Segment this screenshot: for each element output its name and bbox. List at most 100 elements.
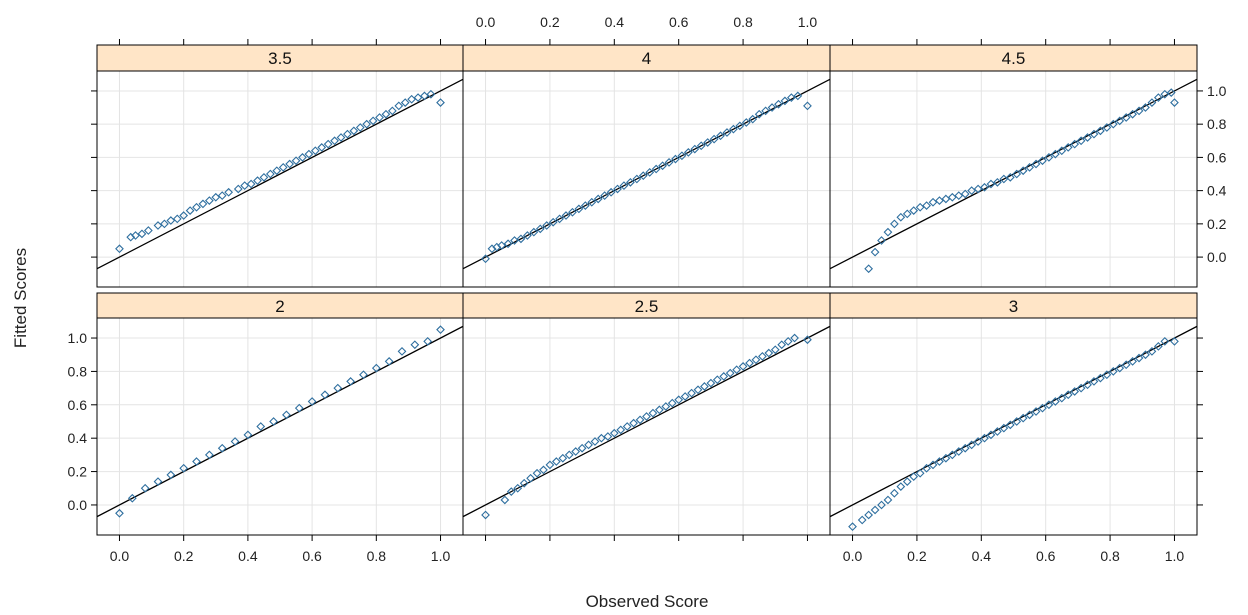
data-point <box>510 236 519 245</box>
data-point <box>928 197 938 207</box>
data-point <box>967 186 977 196</box>
data-point <box>928 460 938 470</box>
data-point <box>204 196 214 205</box>
data-point <box>883 227 893 237</box>
data-point <box>1044 400 1054 410</box>
data-point <box>877 236 886 245</box>
data-point <box>1012 417 1022 426</box>
x-tick-label: 0.0 <box>110 548 130 564</box>
data-point <box>179 211 189 220</box>
data-point <box>638 171 648 181</box>
data-point <box>712 375 722 385</box>
data-point <box>542 221 552 230</box>
panels-group: 3.5 4 0.0 0.2 0.4 0.6 0.8 1.0 4.5 0.0 0.2 0.4 0.6 0.8… <box>68 14 1227 564</box>
data-point <box>282 410 291 420</box>
reference-line <box>97 78 463 270</box>
data-point <box>336 133 346 142</box>
data-point <box>671 154 680 164</box>
x-tick-label-top: 0.4 <box>605 14 625 30</box>
data-point <box>115 508 124 518</box>
strip-background <box>462 292 831 319</box>
data-point <box>613 184 622 194</box>
data-point <box>761 106 770 116</box>
data-point <box>687 388 696 398</box>
data-point <box>1018 413 1028 423</box>
data-point <box>803 335 812 345</box>
strip-label: 2.5 <box>635 297 659 316</box>
y-tick-label-right: 1.0 <box>1207 83 1227 99</box>
data-point <box>764 348 774 358</box>
reference-line <box>97 325 463 518</box>
data-point <box>803 101 812 111</box>
data-point <box>877 500 886 510</box>
data-point <box>709 134 719 144</box>
data-point <box>310 146 320 156</box>
data-point <box>632 174 642 184</box>
data-point <box>265 169 275 179</box>
x-tick-label: 0.2 <box>907 548 927 564</box>
data-point <box>153 477 163 486</box>
data-point <box>960 443 970 453</box>
data-point <box>622 422 632 431</box>
data-point <box>555 214 564 224</box>
data-point <box>729 124 738 134</box>
data-point <box>864 510 874 520</box>
data-point <box>246 179 256 189</box>
x-tick-label: 0.0 <box>843 548 863 564</box>
data-point <box>307 397 317 406</box>
data-point <box>651 164 661 174</box>
data-point <box>999 423 1009 433</box>
data-point <box>497 241 507 250</box>
data-point <box>941 194 951 204</box>
data-point <box>1083 133 1092 142</box>
data-point <box>584 440 593 450</box>
data-point <box>683 148 693 157</box>
data-point <box>1128 357 1137 366</box>
x-axis-title: Observed Score <box>586 592 709 611</box>
data-point <box>253 176 262 186</box>
data-point <box>600 191 610 200</box>
x-tick-label-top: 0.2 <box>540 14 560 30</box>
data-point <box>198 199 208 209</box>
data-point <box>986 179 996 189</box>
data-point <box>980 182 989 192</box>
data-point <box>947 450 957 460</box>
data-point <box>915 468 925 478</box>
panel-frame <box>462 317 831 536</box>
y-tick-label-right: 0.2 <box>1207 216 1227 232</box>
data-point <box>240 181 250 191</box>
data-point <box>716 131 725 141</box>
data-point <box>1141 103 1150 112</box>
data-point <box>506 487 516 496</box>
data-point <box>1057 393 1067 403</box>
x-tick-label-top: 1.0 <box>798 14 818 30</box>
data-point <box>500 495 510 505</box>
data-point <box>642 412 651 421</box>
data-point <box>864 264 874 274</box>
strip-label: 3 <box>1009 297 1018 316</box>
data-point <box>160 219 169 229</box>
data-point <box>890 219 899 229</box>
data-point <box>738 362 748 371</box>
data-point <box>551 457 561 466</box>
data-point <box>870 247 880 257</box>
data-point <box>1005 172 1015 182</box>
panel-frame <box>96 317 464 536</box>
data-point <box>407 94 417 104</box>
x-tick-label: 0.2 <box>174 548 194 564</box>
data-point <box>722 128 732 137</box>
data-point <box>1057 146 1067 156</box>
data-point <box>993 177 1002 187</box>
data-point <box>1025 162 1034 172</box>
data-point <box>192 202 201 212</box>
data-point <box>609 428 619 438</box>
data-point <box>677 151 687 161</box>
data-point <box>397 347 407 356</box>
data-point <box>304 149 314 159</box>
data-point <box>1038 156 1047 166</box>
data-point <box>1044 153 1054 162</box>
y-tick-label: 1.0 <box>68 330 88 346</box>
data-point <box>745 358 754 368</box>
data-point <box>400 98 410 107</box>
data-point <box>143 226 153 235</box>
